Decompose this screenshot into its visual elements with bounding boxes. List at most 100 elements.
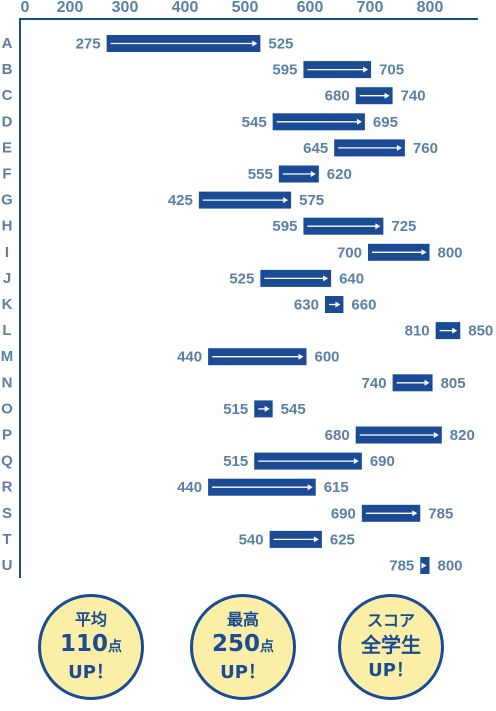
category-label-I: I xyxy=(5,244,9,261)
end-value-label-S: 785 xyxy=(428,505,453,522)
bar-arrowhead-M xyxy=(298,353,304,360)
bar-group-A xyxy=(106,35,261,52)
category-label-P: P xyxy=(2,427,12,444)
badge-all-students: スコア 全学生 UP！ xyxy=(338,594,444,700)
badge-all-value: 全学生 xyxy=(361,633,421,657)
start-value-label-K: 630 xyxy=(294,297,319,314)
start-value-label-L: 810 xyxy=(405,323,430,340)
start-value-label-D: 545 xyxy=(242,114,267,131)
category-label-H: H xyxy=(2,218,13,235)
bar-group-D xyxy=(272,113,365,131)
x-tick-label-600: 600 xyxy=(297,0,324,16)
category-label-N: N xyxy=(2,374,13,391)
badge-max-up: UP！ xyxy=(220,661,266,683)
bar-arrowhead-S xyxy=(412,510,418,517)
start-value-label-C: 680 xyxy=(325,88,350,105)
x-tick-label-300: 300 xyxy=(112,0,139,16)
start-value-label-H: 595 xyxy=(272,218,297,235)
category-label-J: J xyxy=(3,270,11,287)
category-label-D: D xyxy=(2,113,13,130)
badge-average-up: UP！ xyxy=(68,661,114,683)
start-value-label-Q: 515 xyxy=(223,453,248,470)
bar-arrowhead-L xyxy=(452,327,458,334)
bar-group-S xyxy=(361,504,421,522)
end-value-label-K: 660 xyxy=(351,297,376,314)
bar-arrowhead-N xyxy=(424,379,430,386)
start-value-label-R: 440 xyxy=(177,479,202,496)
start-value-label-B: 595 xyxy=(272,62,297,79)
bar-group-T xyxy=(269,530,322,548)
badge-average: 平均 110点 UP！ xyxy=(38,594,144,700)
bar-arrowhead-H xyxy=(375,223,381,230)
bar-arrowhead-J xyxy=(323,275,329,282)
bar-group-B xyxy=(303,61,372,79)
end-value-label-C: 740 xyxy=(401,88,426,105)
x-tick-label-700: 700 xyxy=(357,0,384,16)
bar-arrowhead-O xyxy=(264,405,270,412)
bar-arrowhead-F xyxy=(310,171,316,177)
end-value-label-U: 800 xyxy=(438,558,463,575)
category-label-O: O xyxy=(1,400,13,417)
category-label-K: K xyxy=(2,296,13,313)
bar-arrowhead-K xyxy=(335,301,341,308)
category-label-G: G xyxy=(1,192,13,209)
bar-group-O xyxy=(254,400,273,418)
end-value-label-J: 640 xyxy=(339,270,364,287)
bar-arrowhead-G xyxy=(283,197,289,204)
category-label-R: R xyxy=(2,479,13,496)
start-value-label-T: 540 xyxy=(239,531,264,548)
bar-arrowhead-T xyxy=(313,536,319,543)
start-value-label-S: 690 xyxy=(331,505,356,522)
bar-arrowhead-A xyxy=(252,40,258,47)
bar-group-I xyxy=(368,243,430,261)
bar-group-R xyxy=(208,478,316,496)
bar-group-K xyxy=(324,296,344,313)
end-value-label-M: 600 xyxy=(315,349,340,366)
end-value-label-B: 705 xyxy=(379,62,404,79)
end-value-label-H: 725 xyxy=(391,218,416,235)
end-value-label-N: 805 xyxy=(441,375,466,392)
bar-arrowhead-E xyxy=(396,144,402,151)
x-tick-label-400: 400 xyxy=(172,0,199,16)
start-value-label-E: 645 xyxy=(303,140,328,157)
end-value-label-I: 800 xyxy=(438,244,463,261)
category-label-S: S xyxy=(2,505,12,522)
category-label-Q: Q xyxy=(1,453,13,470)
x-tick-label-800: 800 xyxy=(417,0,444,16)
badge-max: 最高 250点 UP！ xyxy=(190,594,296,700)
start-value-label-I: 700 xyxy=(337,244,362,261)
end-value-label-T: 625 xyxy=(330,531,355,548)
badge-average-unit: 点 xyxy=(108,638,122,655)
bar-arrowhead-U xyxy=(421,562,427,569)
bar-group-Q xyxy=(254,452,362,470)
bar-group-U xyxy=(420,557,430,574)
bar-group-H xyxy=(303,217,384,235)
bar-arrowhead-Q xyxy=(353,458,359,465)
start-value-label-N: 740 xyxy=(362,375,387,392)
badge-max-number: 250 xyxy=(211,630,260,657)
end-value-label-Q: 690 xyxy=(370,453,395,470)
badge-average-value: 110点 xyxy=(60,630,122,661)
end-value-label-O: 545 xyxy=(281,401,306,418)
badge-all-up: UP！ xyxy=(368,660,414,681)
bar-group-L xyxy=(435,322,461,340)
end-value-label-G: 575 xyxy=(299,192,324,209)
bar-arrowhead-D xyxy=(356,118,362,125)
start-value-label-M: 440 xyxy=(177,349,202,366)
start-value-label-O: 515 xyxy=(223,401,248,418)
end-value-label-D: 695 xyxy=(373,114,398,131)
bar-group-E xyxy=(334,139,405,157)
x-tick-label-500: 500 xyxy=(232,0,259,16)
category-label-U: U xyxy=(2,557,13,574)
category-label-A: A xyxy=(2,35,13,52)
start-value-label-P: 680 xyxy=(325,427,350,444)
end-value-label-P: 820 xyxy=(450,427,475,444)
badge-all-title: スコア xyxy=(366,611,415,630)
x-tick-label-200: 200 xyxy=(57,0,84,16)
bar-group-J xyxy=(260,269,332,287)
badge-average-title: 平均 xyxy=(74,609,107,629)
score-range-chart: 0 200 300 400 500 600 700 800 A 275 525 B 595 705 C 680… xyxy=(1,0,493,578)
x-tick-label-0: 0 xyxy=(21,0,30,16)
start-value-label-A: 275 xyxy=(76,36,101,53)
